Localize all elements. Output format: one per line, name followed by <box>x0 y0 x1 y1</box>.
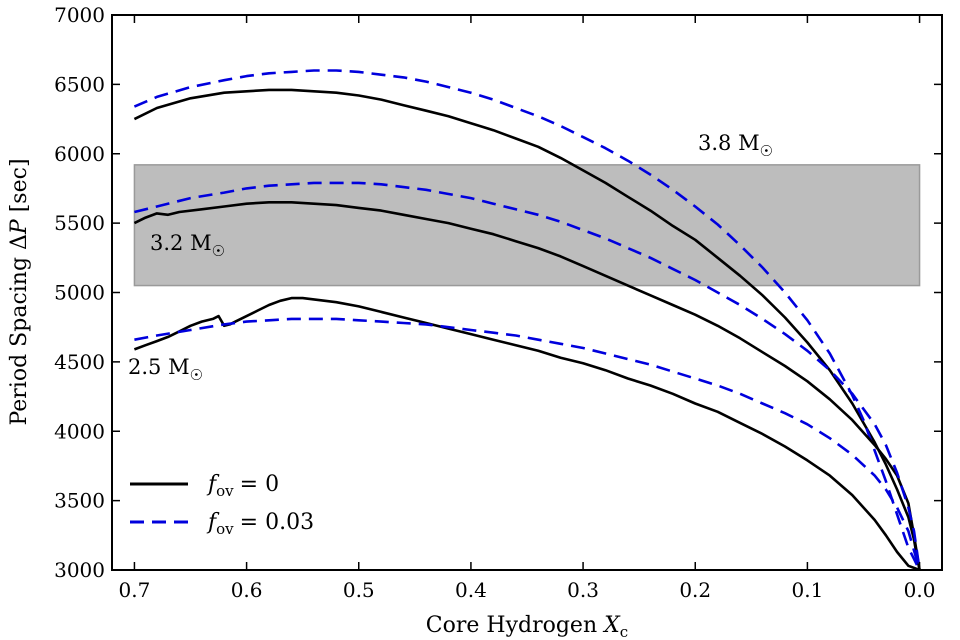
y-tick-label: 4500 <box>54 350 105 374</box>
series-line-0-fov-0 <box>133 88 921 570</box>
annotation-3-2-msun: 3.2 M☉ <box>150 231 225 260</box>
observed-band-layer <box>133 164 921 287</box>
series-line-4-fov-0 <box>133 296 921 570</box>
series-line-2-fov-0 <box>133 201 921 570</box>
x-tick-label: 0.0 <box>904 578 936 602</box>
y-tick-label: 6000 <box>54 142 105 166</box>
y-tick-label: 5500 <box>54 211 105 235</box>
x-tick-label: 0.4 <box>455 578 487 602</box>
y-tick-label: 6500 <box>54 72 105 96</box>
legend-label-fov-0: fov = 0 <box>206 472 279 500</box>
legend: fov = 0 fov = 0.03 <box>130 472 314 538</box>
x-tick-label: 0.7 <box>119 578 151 602</box>
series-line-5-fov-003 <box>134 317 921 570</box>
axis-ticks: 0.7 0.6 0.5 0.4 0.3 0.2 0.1 0.0 3000 3500 4000 4500… <box>54 3 942 602</box>
legend-label-fov-003: fov = 0.03 <box>206 510 314 538</box>
y-tick-label: 3500 <box>54 489 105 513</box>
series-line-3-fov-003 <box>134 181 921 570</box>
series-layer <box>133 69 921 570</box>
x-tick-label: 0.1 <box>791 578 823 602</box>
annotation-3-8-msun: 3.8 M☉ <box>698 131 773 160</box>
x-tick-label: 0.6 <box>231 578 263 602</box>
x-tick-label: 0.3 <box>567 578 599 602</box>
series-line-1-fov-003 <box>133 69 921 570</box>
x-axis-label: Core Hydrogen Xc <box>426 613 628 640</box>
plot-frame <box>111 14 943 571</box>
annotation-2-5-msun: 2.5 M☉ <box>128 355 203 384</box>
y-tick-label: 4000 <box>54 419 105 443</box>
y-tick-label: 5000 <box>54 281 105 305</box>
x-tick-label: 0.5 <box>343 578 375 602</box>
x-tick-label: 0.2 <box>679 578 711 602</box>
y-tick-label: 7000 <box>54 3 105 27</box>
observed-period-band <box>133 164 921 287</box>
y-axis-label: Period Spacing ΔP [sec] <box>7 158 32 425</box>
y-tick-label: 3000 <box>54 558 105 582</box>
